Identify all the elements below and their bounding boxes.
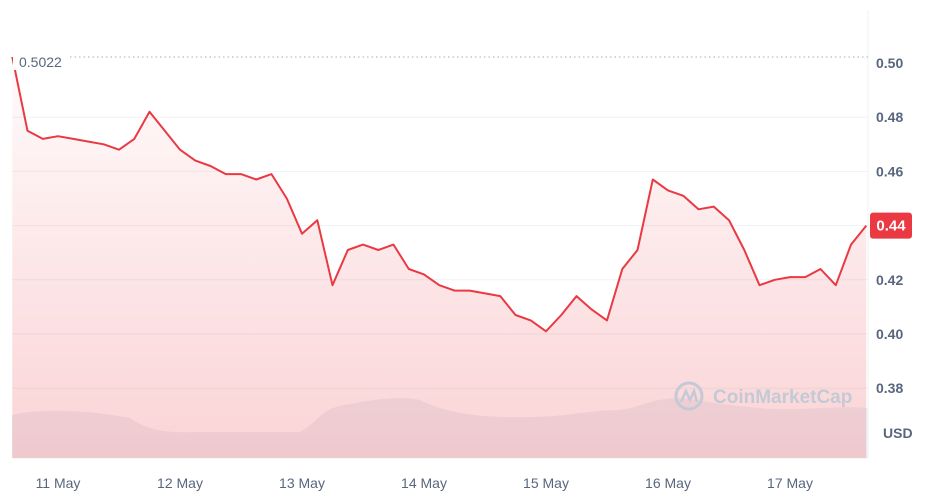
start-price-label: 0.5022	[19, 54, 62, 70]
y-tick-label: 0.48	[876, 109, 903, 125]
y-tick-label: 0.42	[876, 272, 903, 288]
price-line	[11, 56, 868, 333]
x-tick-label: 15 May	[523, 475, 569, 491]
y-tick-label: 0.38	[876, 380, 903, 396]
x-tick-label: 13 May	[279, 475, 325, 491]
watermark-icon	[674, 381, 704, 411]
price-area	[12, 57, 867, 458]
x-tick-label: 17 May	[767, 475, 813, 491]
x-tick-label: 11 May	[36, 475, 81, 491]
currency-label: USD	[883, 425, 913, 441]
x-tick-label: 14 May	[401, 475, 447, 491]
y-tick-label: 0.46	[876, 163, 903, 179]
x-tick-label: 16 May	[645, 475, 691, 491]
current-price-badge	[870, 212, 912, 239]
watermark-logo: CoinMarketCap	[674, 381, 852, 411]
start-price-bg	[13, 52, 68, 70]
current-price-label: 0.44	[876, 218, 906, 235]
y-tick-label: 0.40	[876, 326, 903, 342]
watermark-text: CoinMarketCap	[713, 387, 852, 408]
y-tick-label: 0.50	[876, 55, 903, 71]
x-tick-label: 12 May	[157, 475, 203, 491]
